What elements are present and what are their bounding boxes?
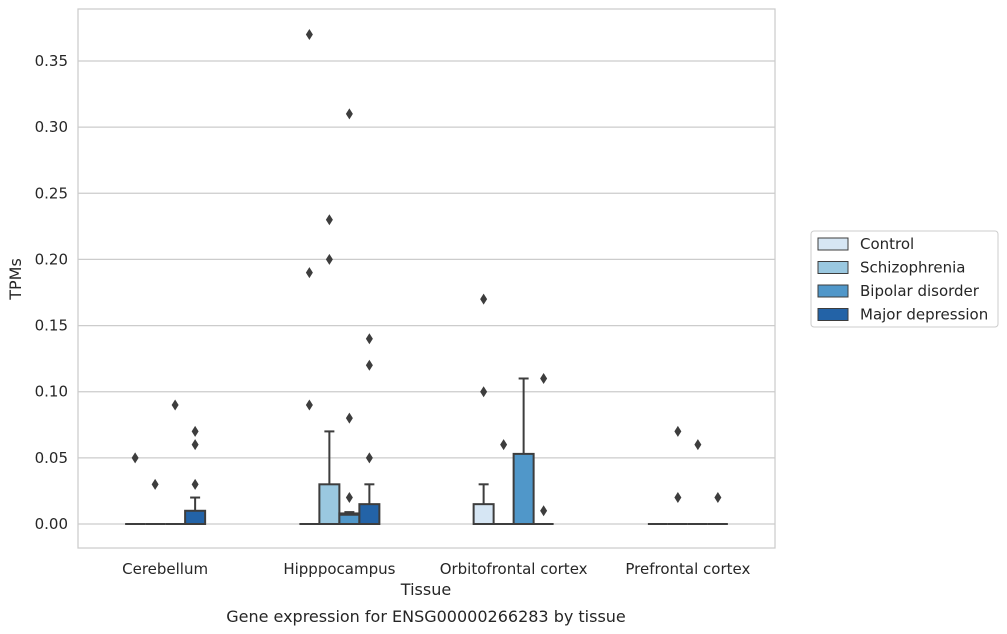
legend-swatch [817,261,849,274]
outlier-point [365,452,373,464]
legend-swatch [817,237,849,251]
x-axis-title: Tissue [400,580,451,599]
outlier-point [151,478,159,490]
y-tick-label: 0.35 [35,52,68,70]
y-axis-title: TPMs [6,258,25,301]
box-body [358,503,381,525]
box-groups [125,29,728,526]
outlier-point [674,492,682,504]
box-3-3 [707,492,728,525]
box-2-2 [512,377,535,526]
box-body [318,483,341,526]
outlier-point [540,505,548,517]
box-3-2 [687,439,708,525]
legend-swatch [817,308,849,321]
outlier-point [325,253,333,265]
x-tick-label: Prefrontal cortex [625,560,750,578]
outlier-point [345,492,353,504]
box-2-1 [493,439,514,525]
outlier-point [480,386,488,398]
outlier-point [191,439,199,451]
legend-swatch [817,284,849,298]
outlier-point [714,492,722,504]
outlier-point [694,439,702,451]
outlier-point [674,425,682,437]
box-0-1 [145,478,166,525]
box-2-3 [533,372,554,525]
box-2-0 [472,293,495,525]
y-tick-label: 0.10 [35,383,68,401]
outlier-point [480,293,488,305]
legend-label: Major depression [860,306,988,324]
outlier-point [191,425,199,437]
x-tick-label: Orbitofrontal cortex [440,560,588,578]
legend-label: Control [860,235,914,253]
legend-frame [810,230,999,328]
box-0-3 [184,425,207,525]
legend-label: Schizophrenia [860,259,965,277]
outlier-point [305,267,313,279]
y-tick-label: 0.20 [35,250,68,268]
outlier-point [305,399,313,411]
x-tick-label: Hipppocampus [283,560,395,578]
outlier-point [365,359,373,371]
y-tick-label: 0.00 [35,515,68,533]
outlier-point [345,412,353,424]
box-0-0 [125,452,146,525]
outlier-point [191,478,199,490]
outlier-point [171,399,179,411]
box-1-3 [358,333,381,525]
outlier-point [131,452,139,464]
gridlines [78,60,775,525]
legend-label: Bipolar disorder [860,282,980,300]
box-1-1 [318,214,341,526]
outlier-point [365,333,373,345]
y-tick-label: 0.15 [35,317,68,335]
legend: Control Schizophrenia Bipolar disorder Majo… [810,230,999,328]
x-tick-label: Cerebellum [122,560,208,578]
y-tick-label: 0.25 [35,184,68,202]
outlier-point [500,439,508,451]
y-axis-ticks: 0.00 0.05 0.10 0.15 0.20 0.25 0.30 0.35 [35,52,68,533]
y-tick-label: 0.30 [35,118,68,136]
x-axis-ticks: Cerebellum Hipppocampus Orbitofrontal cort… [122,560,750,578]
outlier-point [325,214,333,226]
box-body [184,509,207,525]
chart-caption: Gene expression for ENSG00000266283 by t… [226,607,626,626]
outlier-point [540,372,548,384]
box-body [472,503,495,525]
y-tick-label: 0.05 [35,449,68,467]
outlier-point [305,29,313,41]
box-body [512,452,535,526]
box-1-0 [299,29,320,525]
plot-frame [77,8,776,549]
box-3-1 [667,425,688,525]
outlier-point [345,108,353,120]
box-0-2 [165,399,186,525]
box-1-2 [338,108,361,525]
